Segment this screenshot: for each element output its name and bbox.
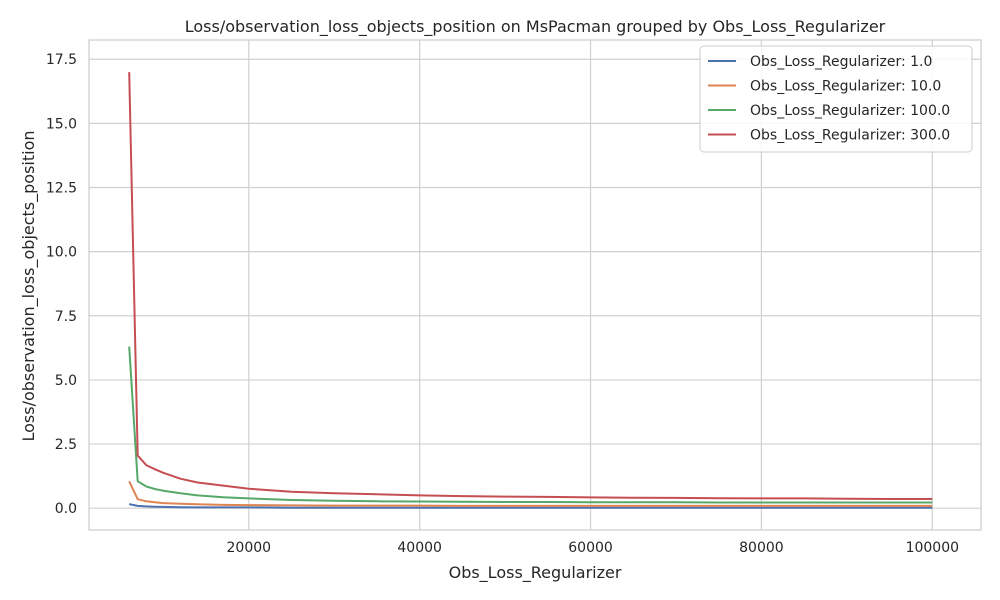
series-line-3	[128, 346, 933, 504]
legend-box	[699, 45, 973, 153]
legend-label-2: Obs_Loss_Regularizer: 10.0	[750, 79, 941, 95]
chart-title: Loss/observation_loss_objects_position o…	[185, 17, 886, 37]
y-tick-label: 10.0	[46, 245, 77, 261]
x-tick-label: 20000	[227, 540, 272, 556]
x-axis-label: Obs_Loss_Regularizer	[449, 563, 622, 583]
x-tick-label: 40000	[397, 540, 442, 556]
y-tick-label: 0.0	[55, 501, 77, 517]
x-axis-ticks: 20000 40000 60000 80000 100000	[227, 540, 960, 556]
y-tick-label: 2.5	[55, 437, 77, 453]
series-lines	[128, 72, 933, 509]
x-tick-label: 80000	[739, 540, 784, 556]
legend-label-1: Obs_Loss_Regularizer: 1.0	[750, 54, 932, 70]
y-tick-label: 5.0	[55, 373, 77, 389]
y-tick-label: 12.5	[46, 181, 77, 197]
y-axis-ticks: 0.0 2.5 5.0 7.5 10.0 12.5 15.0 17.5	[46, 52, 77, 517]
series-line-4	[128, 72, 933, 500]
legend-label-4: Obs_Loss_Regularizer: 300.0	[750, 128, 950, 144]
legend: Obs_Loss_Regularizer: 1.0 Obs_Loss_Regula…	[699, 45, 973, 153]
x-tick-label: 100000	[906, 540, 959, 556]
y-axis-label: Loss/observation_loss_objects_position	[19, 130, 39, 441]
y-tick-label: 15.0	[46, 116, 77, 132]
plot-area	[88, 39, 982, 531]
series-line-1	[128, 503, 933, 509]
y-tick-label: 17.5	[46, 52, 77, 68]
series-line-2	[128, 480, 933, 507]
legend-label-3: Obs_Loss_Regularizer: 100.0	[750, 103, 950, 119]
x-tick-label: 60000	[568, 540, 613, 556]
y-tick-label: 7.5	[55, 309, 77, 325]
